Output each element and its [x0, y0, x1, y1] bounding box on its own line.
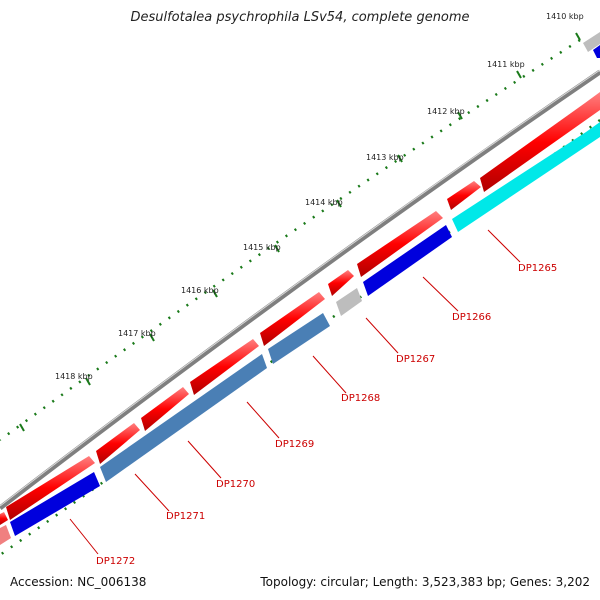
gene-label[interactable]: DP1267 [396, 354, 435, 365]
gene-block-forward[interactable] [96, 423, 140, 464]
tick-label: 1418 kbp [55, 372, 93, 381]
tick-mark [516, 70, 522, 79]
gene-block-reverse[interactable] [583, 32, 600, 52]
tick-label: 1414 kbp [305, 198, 343, 207]
tick-mark [336, 199, 342, 208]
gene-block-forward[interactable] [480, 92, 600, 192]
gene-leader-line [487, 229, 521, 263]
tick-label: 1417 kbp [118, 329, 156, 338]
gene-block-reverse[interactable] [100, 354, 267, 482]
tick-mark [19, 423, 25, 432]
gene-leader-line [187, 440, 222, 479]
tick-mark [85, 377, 91, 386]
tick-mark [397, 154, 403, 163]
gene-block-forward[interactable] [447, 181, 481, 210]
gene-block-forward[interactable] [260, 292, 325, 346]
genome-backbone [0, 69, 600, 510]
gene-block-forward[interactable] [328, 270, 354, 296]
gene-label-leaders [69, 229, 521, 555]
gene-leader-line [422, 276, 459, 312]
map-title: Desulfotalea psychrophila LSv54, complet… [130, 10, 470, 25]
tick-mark [457, 111, 463, 120]
gene-block-forward[interactable] [6, 456, 95, 520]
tick-mark [274, 244, 280, 253]
gene-label[interactable]: DP1270 [216, 479, 255, 490]
gene-label[interactable]: DP1272 [96, 556, 135, 567]
gene-block-reverse[interactable] [363, 225, 452, 296]
tick-marks [19, 32, 581, 432]
tick-label: 1415 kbp [243, 243, 281, 252]
gene-leader-line [246, 401, 280, 439]
accession-label: Accession: NC_006138 [10, 575, 147, 589]
gene-label[interactable]: DP1269 [275, 439, 314, 450]
tick-label: 1411 kbp [487, 60, 525, 69]
tick-mark [212, 289, 218, 298]
genome-summary: Topology: circular; Length: 3,523,383 bp… [260, 575, 590, 589]
gene-block-reverse[interactable] [336, 288, 362, 316]
tick-mark [149, 333, 155, 342]
gene-block-reverse[interactable] [0, 525, 11, 545]
gene-label[interactable]: DP1265 [518, 263, 557, 274]
genome-backbone-highlight [0, 69, 600, 507]
tick-mark [575, 32, 581, 41]
gene-block-reverse[interactable] [10, 472, 100, 536]
gene-label[interactable]: DP1266 [452, 312, 491, 323]
gene-leader-line [365, 317, 399, 354]
gene-block-forward[interactable] [357, 211, 443, 277]
gene-block-forward[interactable] [0, 512, 8, 525]
gene-leader-line [69, 518, 99, 555]
gene-block-reverse[interactable] [452, 122, 600, 232]
tick-label: 1416 kbp [181, 286, 219, 295]
reverse-strand-genes [0, 32, 600, 545]
gene-block-forward[interactable] [190, 339, 259, 395]
tick-label: 1410 kbp [546, 12, 584, 21]
gene-leader-line [134, 473, 170, 512]
tick-label: 1413 kbp [366, 153, 404, 162]
tick-label: 1412 kbp [427, 107, 465, 116]
gene-block-forward[interactable] [141, 387, 189, 431]
outer-dotted-guide [0, 38, 581, 442]
gene-block-reverse[interactable] [268, 313, 330, 364]
gene-label[interactable]: DP1268 [341, 393, 380, 404]
gene-leader-line [312, 355, 347, 394]
gene-label[interactable]: DP1271 [166, 511, 205, 522]
gene-block-reverse[interactable] [593, 45, 600, 58]
forward-strand-genes [0, 92, 600, 525]
